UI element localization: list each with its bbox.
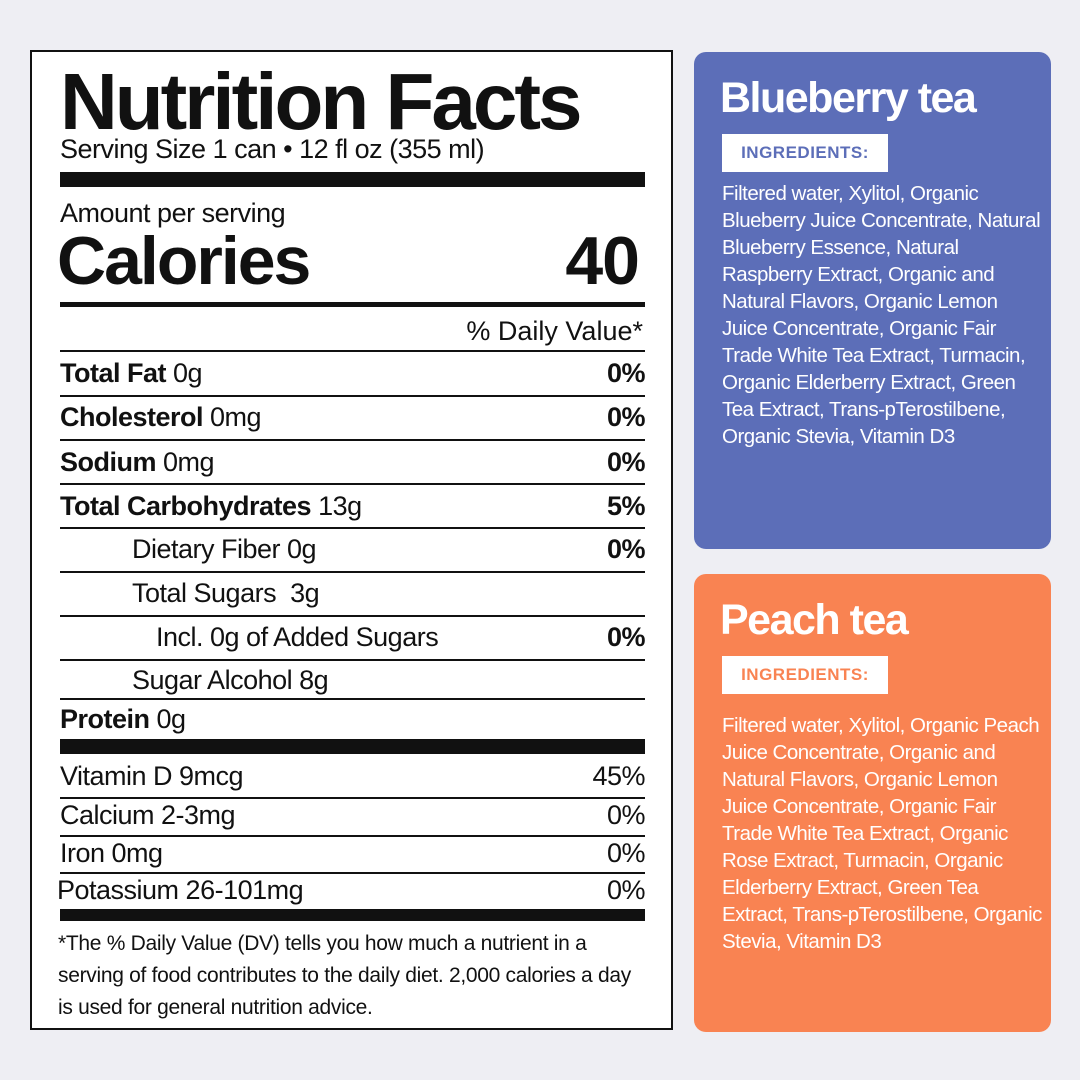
nutrient-row-total-fat: Total Fat 0g 0% — [60, 358, 646, 389]
nutrient-name: Protein — [60, 704, 150, 734]
vitamin-text: Calcium 2-3mg — [60, 800, 236, 830]
vitamin-dv: 0% — [606, 838, 646, 868]
calories-value: 40 — [565, 223, 640, 299]
vitamin-row-potassium: Potassium 26-101mg 0% — [57, 875, 646, 906]
divider — [60, 439, 645, 441]
nutrient-name: Total Carbohydrates — [60, 491, 312, 521]
nutrient-dv: 0% — [606, 447, 646, 477]
divider-thick — [60, 909, 645, 921]
nutrient-row-total-carbohydrates: Total Carbohydrates 13g 5% — [60, 491, 646, 522]
blueberry-tea-card: Blueberry tea INGREDIENTS: Filtered wate… — [694, 52, 1051, 549]
nutrient-text: Sugar Alcohol 8g — [132, 665, 329, 695]
nutrient-name: Cholesterol — [60, 402, 204, 432]
divider — [60, 835, 645, 837]
divider-thick — [60, 172, 645, 187]
divider — [60, 698, 645, 700]
vitamin-dv: 45% — [592, 761, 645, 791]
ingredients-text: Filtered water, Xylitol, Organic Blueber… — [722, 182, 1041, 448]
nutrient-amount: 0mg — [203, 402, 262, 432]
ingredients-badge: INGREDIENTS: — [722, 134, 888, 172]
divider — [60, 615, 645, 617]
divider — [60, 659, 645, 661]
nutrient-text: Total Sugars 3g — [132, 578, 320, 608]
card-title: Blueberry tea — [720, 74, 977, 122]
amount-per-serving: Amount per serving — [60, 198, 286, 228]
nutrient-dv: 0% — [606, 358, 646, 388]
vitamin-dv: 0% — [606, 800, 646, 830]
nutrient-dv: 0% — [606, 402, 646, 432]
vitamin-text: Vitamin D 9mcg — [60, 761, 244, 791]
ingredients-text: Filtered water, Xylitol, Organic Peach J… — [722, 714, 1042, 953]
card-title: Peach tea — [720, 596, 909, 644]
divider-thick — [60, 739, 645, 754]
ingredients-badge: INGREDIENTS: — [722, 656, 888, 694]
nutrient-amount: 0g — [166, 358, 203, 388]
daily-value-header: % Daily Value* — [466, 316, 643, 346]
divider — [60, 483, 645, 485]
nutrient-text: Dietary Fiber 0g — [132, 534, 317, 564]
vitamin-row-calcium: Calcium 2-3mg 0% — [60, 800, 646, 831]
nutrient-row-added-sugars: Incl. 0g of Added Sugars 0% — [60, 622, 646, 653]
divider-medium — [60, 302, 645, 307]
nutrient-dv: 0% — [606, 534, 646, 564]
nutrient-row-dietary-fiber: Dietary Fiber 0g 0% — [60, 534, 646, 565]
nutrient-row-cholesterol: Cholesterol 0mg 0% — [60, 402, 646, 433]
divider — [60, 350, 645, 352]
divider — [60, 395, 645, 397]
vitamin-text: Potassium 26-101mg — [57, 875, 304, 905]
nutrient-amount: 13g — [311, 491, 362, 521]
vitamin-text: Iron 0mg — [60, 838, 163, 868]
divider — [60, 797, 645, 799]
serving-size: Serving Size 1 can • 12 fl oz (355 ml) — [60, 134, 485, 164]
nutrient-amount: 0g — [149, 704, 187, 734]
nutrient-name: Total Fat — [60, 358, 167, 388]
nutrient-text: Incl. 0g of Added Sugars — [156, 622, 439, 652]
calories-label: Calories — [57, 223, 311, 299]
nutrient-row-protein: Protein 0g — [60, 704, 645, 735]
nutrient-row-sodium: Sodium 0mg 0% — [60, 447, 646, 478]
nutrient-name: Sodium — [60, 447, 157, 477]
nutrient-row-total-sugars: Total Sugars 3g — [60, 578, 645, 609]
nutrient-dv: 5% — [606, 491, 646, 521]
divider — [60, 527, 645, 529]
vitamin-row-vitamin-d: Vitamin D 9mcg 45% — [60, 761, 645, 792]
nutrient-row-sugar-alcohol: Sugar Alcohol 8g — [60, 665, 645, 696]
nutrient-amount: 0mg — [156, 447, 215, 477]
nutrient-dv: 0% — [606, 622, 646, 652]
divider — [60, 571, 645, 573]
footnote: *The % Daily Value (DV) tells you how mu… — [58, 932, 631, 1019]
vitamin-dv: 0% — [606, 875, 646, 905]
label-title: Nutrition Facts — [60, 57, 582, 146]
divider — [60, 872, 645, 874]
peach-tea-card: Peach tea INGREDIENTS: Filtered water, X… — [694, 574, 1051, 1032]
nutrition-facts-label: Nutrition Facts Serving Size 1 can • 12 … — [30, 50, 673, 1030]
vitamin-row-iron: Iron 0mg 0% — [60, 838, 646, 869]
